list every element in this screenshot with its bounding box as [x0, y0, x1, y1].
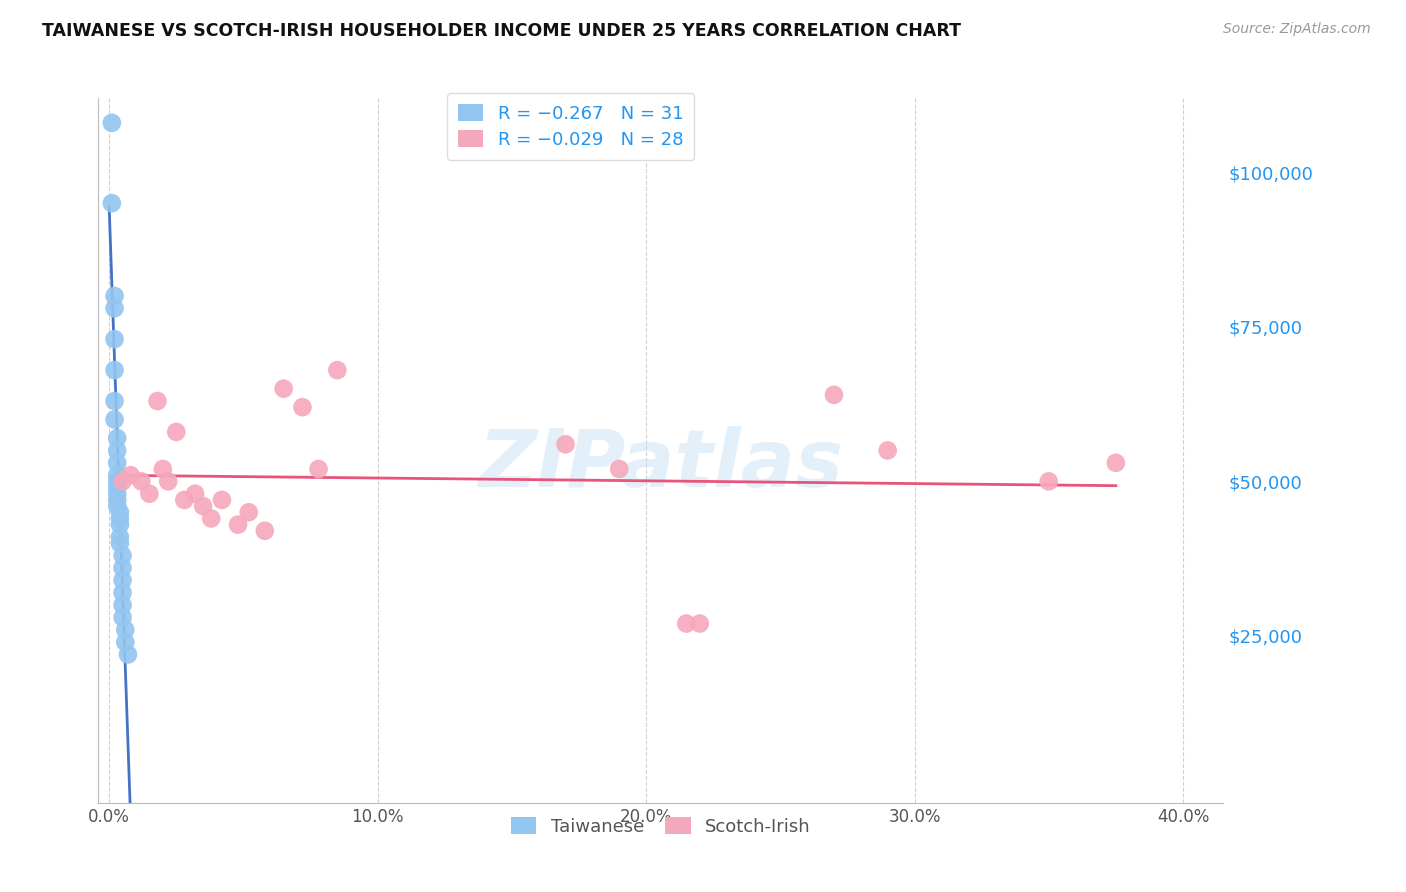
Point: [111, 561, 134, 575]
Point: [101, 196, 124, 211]
Point: [111, 574, 134, 588]
Point: [211, 492, 233, 507]
Point: [103, 289, 125, 303]
Point: [111, 610, 134, 624]
Point: [308, 462, 330, 476]
Point: [111, 598, 134, 612]
Point: [146, 394, 169, 409]
Point: [152, 462, 174, 476]
Point: [108, 530, 131, 544]
Point: [108, 511, 131, 525]
Point: [114, 623, 136, 637]
Point: [111, 549, 134, 563]
Text: ZIPatlas: ZIPatlas: [478, 425, 844, 504]
Point: [238, 505, 260, 519]
Point: [1038, 475, 1060, 489]
Point: [108, 517, 131, 532]
Point: [103, 412, 125, 426]
Point: [291, 400, 314, 414]
Point: [108, 536, 131, 550]
Text: Source: ZipAtlas.com: Source: ZipAtlas.com: [1223, 22, 1371, 37]
Point: [200, 511, 222, 525]
Point: [165, 425, 187, 439]
Point: [105, 487, 128, 501]
Point: [101, 116, 124, 130]
Point: [184, 487, 207, 501]
Point: [105, 492, 128, 507]
Point: [173, 492, 195, 507]
Text: TAIWANESE VS SCOTCH-IRISH HOUSEHOLDER INCOME UNDER 25 YEARS CORRELATION CHART: TAIWANESE VS SCOTCH-IRISH HOUSEHOLDER IN…: [42, 22, 962, 40]
Point: [226, 517, 249, 532]
Point: [326, 363, 349, 377]
Point: [105, 431, 128, 445]
Point: [157, 475, 180, 489]
Point: [273, 382, 295, 396]
Point: [876, 443, 898, 458]
Point: [675, 616, 697, 631]
Point: [105, 456, 128, 470]
Point: [105, 499, 128, 513]
Point: [105, 475, 128, 489]
Point: [105, 443, 128, 458]
Point: [607, 462, 630, 476]
Point: [114, 635, 136, 649]
Point: [138, 487, 160, 501]
Point: [105, 468, 128, 483]
Point: [103, 363, 125, 377]
Point: [131, 475, 153, 489]
Point: [111, 475, 134, 489]
Point: [554, 437, 576, 451]
Point: [103, 301, 125, 316]
Legend: Taiwanese, Scotch-Irish: Taiwanese, Scotch-Irish: [501, 806, 821, 847]
Point: [111, 585, 134, 599]
Point: [191, 499, 214, 513]
Point: [105, 481, 128, 495]
Point: [253, 524, 276, 538]
Point: [823, 388, 845, 402]
Point: [120, 468, 142, 483]
Point: [108, 505, 131, 519]
Point: [1105, 456, 1128, 470]
Point: [689, 616, 711, 631]
Point: [103, 394, 125, 409]
Point: [103, 332, 125, 346]
Point: [117, 648, 139, 662]
